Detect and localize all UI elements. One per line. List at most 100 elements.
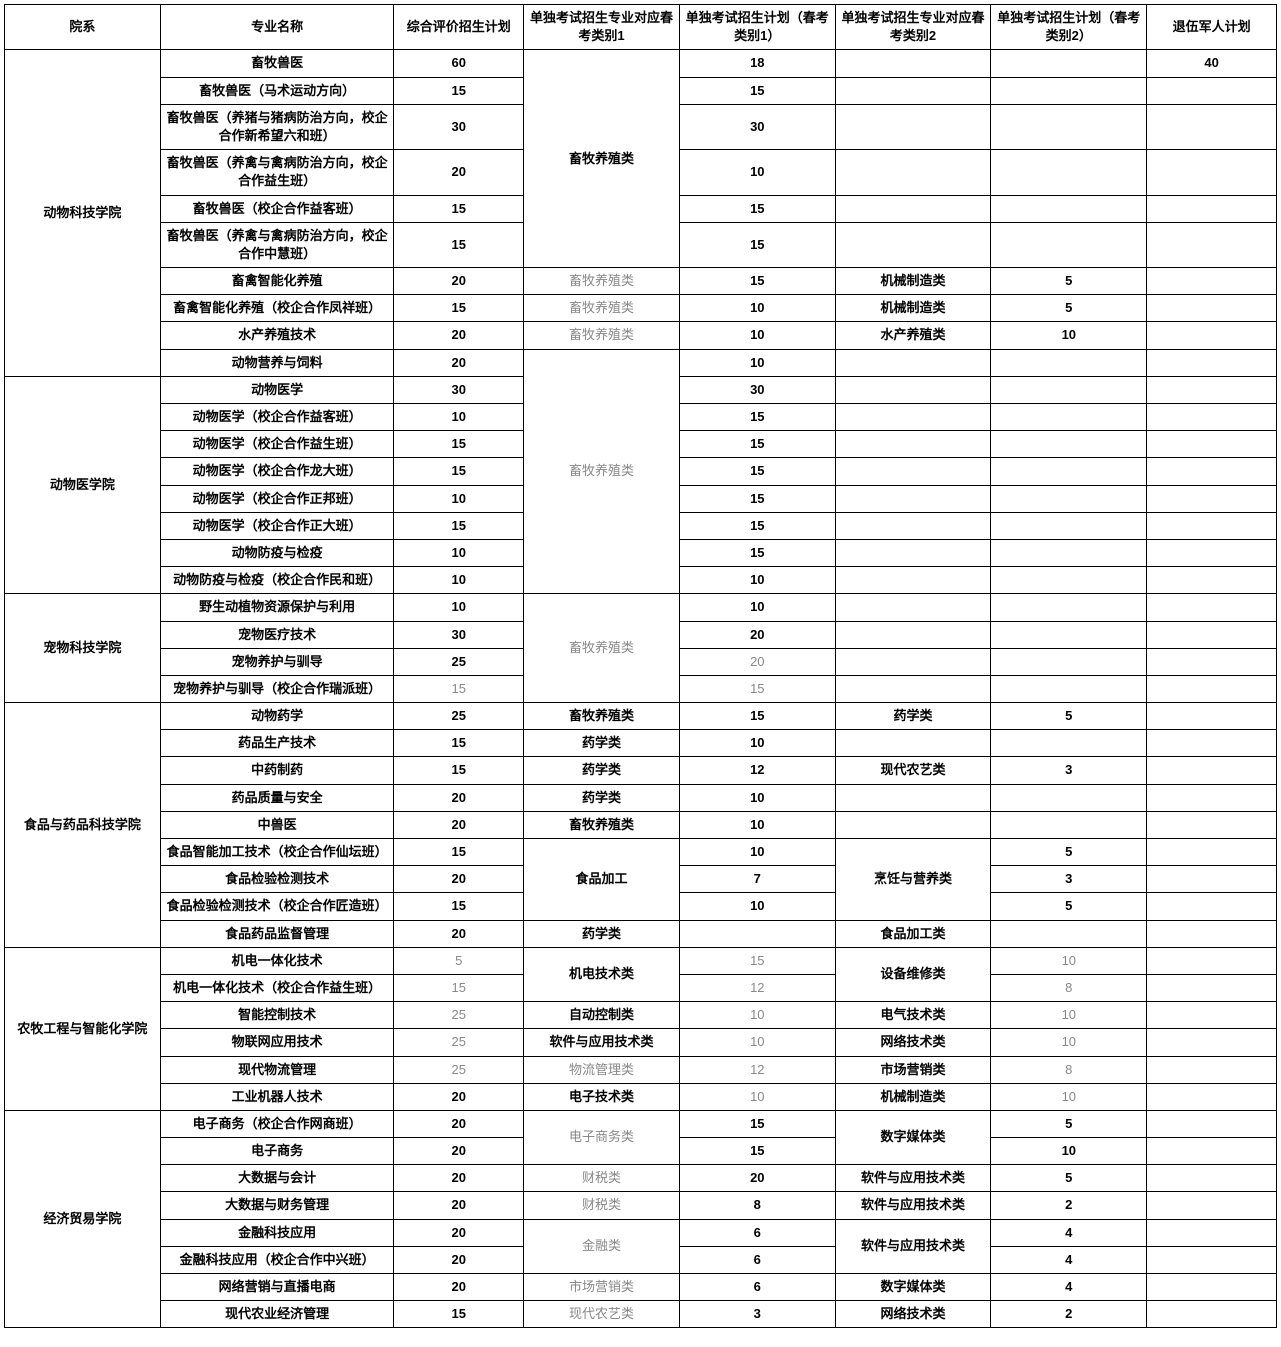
- p2-cell: [991, 349, 1147, 376]
- p2-cell: 2: [991, 1192, 1147, 1219]
- cat1-cell: 自动控制类: [524, 1002, 680, 1029]
- plan-cell: 15: [394, 974, 524, 1001]
- p1-cell: 10: [679, 839, 835, 866]
- table-row: 药品质量与安全20药学类10: [5, 784, 1277, 811]
- p2-cell: [991, 920, 1147, 947]
- cat1-cell: 市场营销类: [524, 1274, 680, 1301]
- cat2-cell: [835, 594, 991, 621]
- p2-cell: [991, 458, 1147, 485]
- cat2-cell: 电气技术类: [835, 1002, 991, 1029]
- cat1-cell: 财税类: [524, 1165, 680, 1192]
- plan-cell: 20: [394, 866, 524, 893]
- cat1-cell: 畜牧养殖类: [524, 50, 680, 268]
- cat2-cell: [835, 811, 991, 838]
- cat2-cell: 水产养殖类: [835, 322, 991, 349]
- major-cell: 动物医学: [160, 376, 394, 403]
- plan-cell: 20: [394, 1219, 524, 1246]
- cat2-cell: [835, 404, 991, 431]
- cat2-cell: [835, 150, 991, 195]
- cat2-cell: 食品加工类: [835, 920, 991, 947]
- tuiwu-cell: [1147, 376, 1277, 403]
- p2-cell: [991, 195, 1147, 222]
- col-tuiwu: 退伍军人计划: [1147, 5, 1277, 50]
- cat2-cell: 软件与应用技术类: [835, 1192, 991, 1219]
- p2-cell: [991, 539, 1147, 566]
- tuiwu-cell: [1147, 1002, 1277, 1029]
- tuiwu-cell: [1147, 1029, 1277, 1056]
- p1-cell: 12: [679, 974, 835, 1001]
- cat2-cell: 烹饪与营养类: [835, 839, 991, 921]
- plan-cell: 20: [394, 920, 524, 947]
- plan-cell: 20: [394, 1138, 524, 1165]
- p1-cell: 15: [679, 1110, 835, 1137]
- p2-cell: [991, 376, 1147, 403]
- plan-cell: 10: [394, 539, 524, 566]
- p1-cell: 15: [679, 512, 835, 539]
- cat2-cell: [835, 675, 991, 702]
- cat1-cell: 畜牧养殖类: [524, 703, 680, 730]
- p2-cell: 8: [991, 974, 1147, 1001]
- p1-cell: 7: [679, 866, 835, 893]
- tuiwu-cell: [1147, 730, 1277, 757]
- p1-cell: 10: [679, 594, 835, 621]
- major-cell: 电子商务: [160, 1138, 394, 1165]
- p1-cell: 10: [679, 1029, 835, 1056]
- major-cell: 物联网应用技术: [160, 1029, 394, 1056]
- table-row: 金融科技应用20金融类6软件与应用技术类4: [5, 1219, 1277, 1246]
- tuiwu-cell: [1147, 458, 1277, 485]
- plan-cell: 30: [394, 621, 524, 648]
- p2-cell: 5: [991, 703, 1147, 730]
- major-cell: 食品药品监督管理: [160, 920, 394, 947]
- plan-cell: 15: [394, 839, 524, 866]
- plan-cell: 20: [394, 268, 524, 295]
- cat2-cell: [835, 512, 991, 539]
- tuiwu-cell: [1147, 811, 1277, 838]
- tuiwu-cell: [1147, 150, 1277, 195]
- p2-cell: [991, 222, 1147, 267]
- p2-cell: [991, 77, 1147, 104]
- dept-cell: 食品与药品科技学院: [5, 703, 161, 948]
- cat2-cell: [835, 730, 991, 757]
- p2-cell: [991, 784, 1147, 811]
- tuiwu-cell: [1147, 947, 1277, 974]
- major-cell: 动物防疫与检疫（校企合作民和班）: [160, 567, 394, 594]
- p1-cell: 10: [679, 295, 835, 322]
- major-cell: 动物药学: [160, 703, 394, 730]
- table-row: 现代物流管理25物流管理类12市场营销类8: [5, 1056, 1277, 1083]
- tuiwu-cell: [1147, 757, 1277, 784]
- cat2-cell: [835, 50, 991, 77]
- major-cell: 大数据与财务管理: [160, 1192, 394, 1219]
- major-cell: 食品智能加工技术（校企合作仙坛班）: [160, 839, 394, 866]
- tuiwu-cell: [1147, 431, 1277, 458]
- major-cell: 中药制药: [160, 757, 394, 784]
- plan-cell: 20: [394, 1274, 524, 1301]
- p1-cell: 30: [679, 104, 835, 149]
- p1-cell: 15: [679, 1138, 835, 1165]
- p2-cell: 4: [991, 1219, 1147, 1246]
- p2-cell: 10: [991, 947, 1147, 974]
- cat2-cell: [835, 104, 991, 149]
- major-cell: 动物营养与饲料: [160, 349, 394, 376]
- major-cell: 智能控制技术: [160, 1002, 394, 1029]
- major-cell: 野生动植物资源保护与利用: [160, 594, 394, 621]
- plan-cell: 25: [394, 648, 524, 675]
- table-row: 食品与药品科技学院动物药学25畜牧养殖类15药学类5: [5, 703, 1277, 730]
- tuiwu-cell: [1147, 1274, 1277, 1301]
- tuiwu-cell: [1147, 974, 1277, 1001]
- cat2-cell: 现代农艺类: [835, 757, 991, 784]
- plan-cell: 5: [394, 947, 524, 974]
- table-row: 畜禽智能化养殖（校企合作凤祥班）15畜牧养殖类10机械制造类5: [5, 295, 1277, 322]
- cat2-cell: 机械制造类: [835, 295, 991, 322]
- p1-cell: 12: [679, 757, 835, 784]
- col-p1: 单独考试招生计划（春考类别1）: [679, 5, 835, 50]
- major-cell: 宠物医疗技术: [160, 621, 394, 648]
- tuiwu-cell: [1147, 1301, 1277, 1328]
- p2-cell: 10: [991, 1002, 1147, 1029]
- p2-cell: 5: [991, 839, 1147, 866]
- cat2-cell: [835, 431, 991, 458]
- tuiwu-cell: 40: [1147, 50, 1277, 77]
- admissions-table: 院系 专业名称 综合评价招生计划 单独考试招生专业对应春考类别1 单独考试招生计…: [4, 4, 1277, 1328]
- p2-cell: 2: [991, 1301, 1147, 1328]
- major-cell: 金融科技应用: [160, 1219, 394, 1246]
- plan-cell: 20: [394, 811, 524, 838]
